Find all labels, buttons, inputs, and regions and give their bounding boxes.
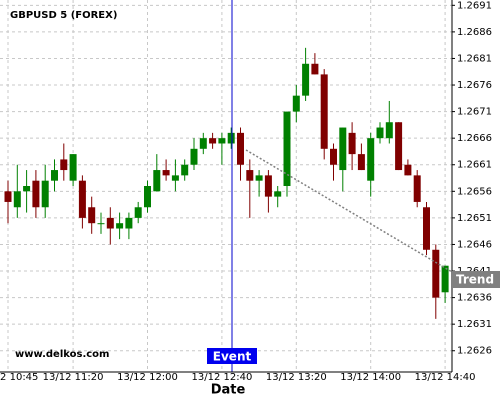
- y-tick-label: 1.2656: [457, 186, 492, 197]
- candle-body: [385, 122, 393, 139]
- plot-area: [0, 0, 452, 372]
- x-tick-label: 13/12 14:40: [415, 372, 476, 383]
- x-tick-label: 13/12 12:00: [117, 372, 178, 383]
- y-tick-label: 1.2651: [457, 213, 492, 224]
- candle-body: [302, 63, 310, 96]
- candle-body: [162, 170, 170, 176]
- candle-body: [190, 148, 198, 165]
- candle-body: [237, 132, 244, 165]
- candle-body: [423, 207, 430, 250]
- candle-body: [255, 175, 263, 181]
- y-tick-label: 1.2671: [457, 107, 492, 118]
- candle-body: [144, 186, 151, 208]
- candle-body: [97, 223, 105, 225]
- x-tick-label: 13/12 13:20: [266, 372, 327, 383]
- x-tick-label: 13/12 12:40: [191, 372, 252, 383]
- y-tick-label: 1.2676: [457, 80, 492, 91]
- candle-body: [199, 138, 207, 149]
- candle-body: [60, 159, 68, 171]
- candle-body: [125, 217, 133, 229]
- candle-body: [292, 95, 300, 112]
- y-tick-label: 1.2636: [457, 293, 492, 304]
- y-tick-label: 1.2626: [457, 346, 492, 357]
- candle-body: [13, 191, 21, 208]
- candle-body: [367, 138, 375, 181]
- candle-body: [134, 207, 142, 218]
- candle-body: [404, 164, 412, 176]
- candle-body: [246, 170, 254, 181]
- candle-body: [69, 154, 77, 181]
- candle-body: [376, 127, 384, 139]
- candle-body: [181, 164, 189, 176]
- event-label: Event: [213, 350, 252, 364]
- candle-body: [311, 63, 319, 75]
- candle-body: [330, 148, 337, 165]
- x-axis-title: Date: [211, 383, 246, 398]
- candle-body: [264, 175, 272, 197]
- candle-body: [51, 170, 58, 181]
- candle-body: [413, 175, 421, 202]
- y-tick-label: 1.2646: [457, 239, 492, 250]
- candle-body: [32, 180, 40, 208]
- candle-body: [78, 180, 86, 218]
- candle-body: [4, 191, 12, 202]
- candle-body: [218, 138, 226, 144]
- watermark: www.delkos.com: [15, 349, 109, 360]
- x-axis-labels: 13/12 10:45 13/12 11:20 13/12 12:00 13/12 1…: [0, 372, 476, 383]
- candle-body: [441, 265, 449, 293]
- y-tick-label: 1.2691: [457, 0, 492, 11]
- y-tick-label: 1.2666: [457, 133, 492, 144]
- candle-body: [283, 111, 291, 186]
- y-tick-label: 1.2631: [457, 319, 492, 330]
- chart-title: GBPUSD 5 (FOREX): [10, 10, 117, 21]
- candle-body: [23, 186, 31, 192]
- candle-body: [106, 217, 114, 229]
- trend-label-box: [452, 271, 500, 288]
- candle-body: [227, 132, 235, 144]
- event-label-box: [207, 348, 257, 364]
- y-tick-label: 1.2681: [457, 53, 492, 64]
- candle-body: [88, 207, 96, 224]
- candle-body: [432, 249, 440, 298]
- candle-body: [171, 175, 179, 181]
- candle-body: [274, 191, 282, 197]
- candle-body: [320, 74, 328, 149]
- x-tick-label: 13/12 14:00: [340, 372, 401, 383]
- candle-body: [153, 170, 161, 192]
- candle-body: [348, 132, 356, 155]
- x-tick-label: 13/12 11:20: [43, 372, 104, 383]
- candle-body: [116, 223, 124, 229]
- candle-body: [357, 154, 365, 171]
- candle-body: [339, 127, 347, 171]
- y-axis-labels: 1.26261.26311.26361.26411.26461.26511.26…: [452, 0, 492, 357]
- y-tick-label: 1.2686: [457, 27, 492, 38]
- candles: [4, 47, 449, 319]
- candle-body: [209, 138, 217, 144]
- trend-label: Trend: [456, 273, 494, 287]
- candle-body: [395, 122, 403, 171]
- y-tick-label: 1.2661: [457, 160, 492, 171]
- x-tick-label: 13/12 10:45: [0, 372, 38, 383]
- candle-body: [41, 180, 49, 208]
